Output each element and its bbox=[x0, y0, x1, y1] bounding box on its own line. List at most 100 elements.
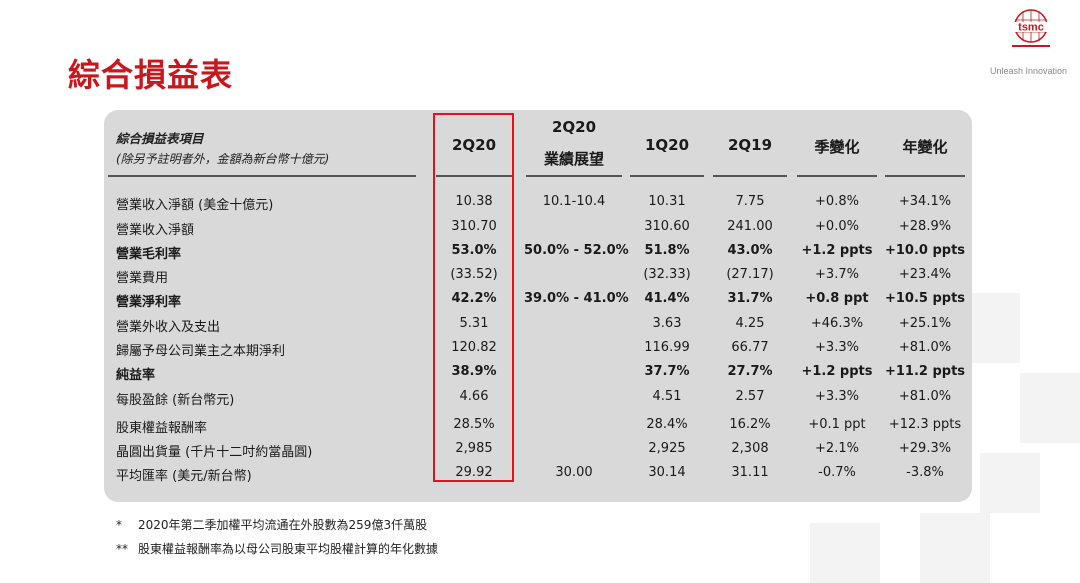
table-cell: 5.31 bbox=[459, 316, 489, 331]
table-cell: +0.0% bbox=[815, 219, 859, 234]
table-cell: 66.77 bbox=[731, 340, 769, 355]
table-cell: 39.0% - 41.0% bbox=[524, 291, 629, 306]
table-cell: 43.0% bbox=[727, 243, 773, 258]
header-underline bbox=[436, 175, 512, 177]
table-cell: 30.14 bbox=[648, 465, 686, 480]
table-cell: 310.60 bbox=[644, 219, 690, 234]
table-cell: 38.9% bbox=[451, 364, 497, 379]
table-cell: 3.63 bbox=[652, 316, 682, 331]
table-cell: 10.1-10.4 bbox=[542, 194, 606, 209]
column-header-1q20: 1Q20 bbox=[644, 136, 690, 154]
header-underline bbox=[108, 175, 416, 177]
table-cell: 16.2% bbox=[729, 417, 771, 432]
table-cell: +0.8% bbox=[815, 194, 859, 209]
table-cell: -3.8% bbox=[906, 465, 944, 480]
logo-tagline: Unleash Innovation bbox=[990, 66, 1068, 76]
header-underline bbox=[630, 175, 704, 177]
row-label: 平均匯率 (美元/新台幣) bbox=[116, 469, 252, 484]
table-cell: 30.00 bbox=[555, 465, 593, 480]
table-cell: 28.5% bbox=[453, 417, 495, 432]
row-label: 每股盈餘 (新台幣元) bbox=[116, 393, 235, 408]
table-cell: 42.2% bbox=[451, 291, 497, 306]
table-cell: +1.2 ppts bbox=[801, 364, 873, 379]
table-cell: 2,925 bbox=[648, 441, 686, 456]
footnote-text: 股東權益報酬率為以母公司股東平均股權計算的年化數據 bbox=[138, 542, 439, 556]
table-cell: 10.38 bbox=[455, 194, 493, 209]
table-cell: +10.5 ppts bbox=[884, 291, 966, 306]
row-label: 營業淨利率 bbox=[116, 295, 182, 310]
column-header-qoq: 季變化 bbox=[814, 138, 860, 156]
row-label: 歸屬予母公司業主之本期淨利 bbox=[116, 344, 286, 359]
table-cell: 28.4% bbox=[646, 417, 688, 432]
column-header-guidance-line2: 業績展望 bbox=[543, 150, 604, 168]
table-cell: 310.70 bbox=[451, 219, 497, 234]
page-title: 綜合損益表 bbox=[68, 56, 234, 94]
row-label: 營業費用 bbox=[116, 271, 169, 286]
table-cell: 41.4% bbox=[644, 291, 690, 306]
header-label-line1: 綜合損益表項目 bbox=[116, 131, 204, 146]
header-underline bbox=[797, 175, 877, 177]
header-underline bbox=[885, 175, 965, 177]
table-cell: +0.8 ppt bbox=[805, 291, 869, 306]
table-cell: 29.92 bbox=[455, 465, 493, 480]
table-cell: (33.52) bbox=[450, 267, 498, 282]
table-cell: 120.82 bbox=[451, 340, 497, 355]
table-header-label: 綜合損益表項目 (除另予註明者外，金額為新台幣十億元) bbox=[116, 128, 416, 167]
table-cell: 31.7% bbox=[727, 291, 773, 306]
table-cell: 31.11 bbox=[731, 465, 769, 480]
footnote-text: 2020年第二季加權平均流通在外股數為259億3仟萬股 bbox=[138, 518, 428, 532]
row-label: 營業收入淨額 bbox=[116, 223, 195, 238]
table-cell: 27.7% bbox=[727, 364, 773, 379]
table-cell: 2,985 bbox=[455, 441, 493, 456]
table-cell: 2.57 bbox=[735, 389, 765, 404]
row-label: 股東權益報酬率 bbox=[116, 421, 208, 436]
table-cell: +29.3% bbox=[898, 441, 952, 456]
table-cell: 2,308 bbox=[731, 441, 769, 456]
header-label-line2: (除另予註明者外，金額為新台幣十億元) bbox=[116, 152, 330, 166]
column-header-guidance-line1: 2Q20 bbox=[551, 118, 597, 136]
tsmc-logo: tsmc Unleash Innovation bbox=[990, 8, 1080, 76]
column-header-yoy: 年變化 bbox=[902, 138, 948, 156]
table-cell: 4.66 bbox=[459, 389, 489, 404]
table-cell: +28.9% bbox=[898, 219, 952, 234]
table-cell: 53.0% bbox=[451, 243, 497, 258]
table-cell: +23.4% bbox=[898, 267, 952, 282]
row-label: 純益率 bbox=[116, 368, 156, 383]
highlight-box-2q20 bbox=[433, 113, 514, 482]
table-cell: +1.2 ppts bbox=[801, 243, 873, 258]
table-cell: +25.1% bbox=[898, 316, 952, 331]
row-label: 營業收入淨額 (美金十億元) bbox=[116, 198, 274, 213]
logo-text: tsmc bbox=[1018, 22, 1044, 34]
row-label: 營業外收入及支出 bbox=[116, 320, 221, 335]
footnote-2: ** 股東權益報酬率為以母公司股東平均股權計算的年化數據 bbox=[116, 540, 438, 557]
table-cell: +10.0 ppts bbox=[884, 243, 966, 258]
table-cell: -0.7% bbox=[818, 465, 856, 480]
table-cell: 51.8% bbox=[644, 243, 690, 258]
table-cell: (32.33) bbox=[643, 267, 691, 282]
table-cell: +3.3% bbox=[815, 340, 859, 355]
table-cell: (27.17) bbox=[726, 267, 774, 282]
table-cell: +0.1 ppt bbox=[808, 417, 866, 432]
row-label: 營業毛利率 bbox=[116, 247, 182, 262]
table-cell: +81.0% bbox=[898, 389, 952, 404]
table-cell: 50.0% - 52.0% bbox=[524, 243, 629, 258]
table-cell: 10.31 bbox=[648, 194, 686, 209]
table-cell: +81.0% bbox=[898, 340, 952, 355]
footnote-mark: ** bbox=[116, 542, 128, 556]
table-cell: +3.3% bbox=[815, 389, 859, 404]
row-label: 晶圓出貨量 (千片十二吋約當晶圓) bbox=[116, 445, 313, 460]
header-underline bbox=[526, 175, 622, 177]
table-cell: +12.3 ppts bbox=[888, 417, 962, 432]
table-cell: +2.1% bbox=[815, 441, 859, 456]
table-cell: +3.7% bbox=[815, 267, 859, 282]
tsmc-logo-icon: tsmc bbox=[1008, 8, 1054, 48]
background-tiles bbox=[660, 283, 1080, 583]
table-cell: 4.51 bbox=[652, 389, 682, 404]
table-cell: 116.99 bbox=[644, 340, 690, 355]
table-cell: 37.7% bbox=[644, 364, 690, 379]
column-header-2q20: 2Q20 bbox=[451, 136, 497, 154]
table-cell: 4.25 bbox=[735, 316, 765, 331]
table-cell: 241.00 bbox=[727, 219, 773, 234]
table-cell: +34.1% bbox=[898, 194, 952, 209]
column-header-2q19: 2Q19 bbox=[727, 136, 773, 154]
